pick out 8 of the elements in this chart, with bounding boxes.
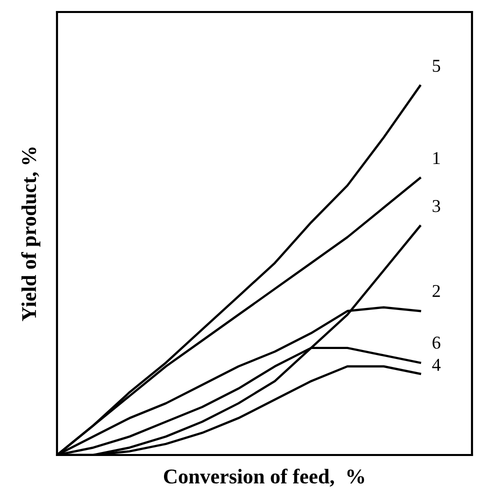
y-axis-title: Yield of product, % [21,147,40,322]
series-label: 5 [432,60,440,72]
series-label: 1 [433,152,440,164]
x-axis-title: Conversion of feed, % [164,468,364,487]
series-label: 2 [432,284,440,297]
series-label: 3 [432,200,440,212]
series-label: 4 [432,358,441,371]
series-label: 6 [432,336,440,349]
